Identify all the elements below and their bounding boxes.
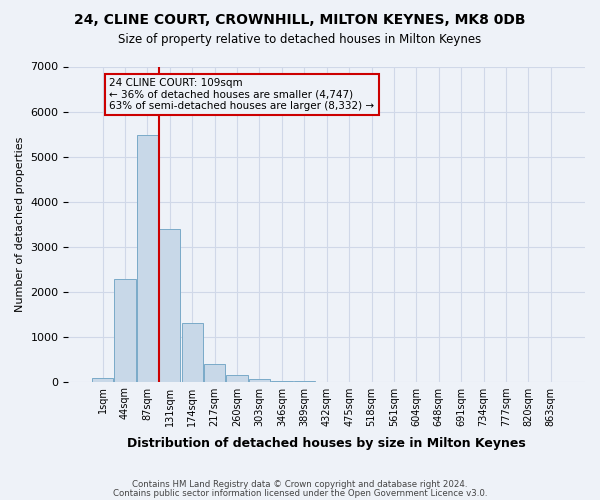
Text: Contains public sector information licensed under the Open Government Licence v3: Contains public sector information licen… <box>113 488 487 498</box>
Text: Size of property relative to detached houses in Milton Keynes: Size of property relative to detached ho… <box>118 32 482 46</box>
Bar <box>137 136 158 382</box>
Bar <box>204 364 225 382</box>
Bar <box>115 280 136 382</box>
Bar <box>159 228 181 382</box>
Text: 24, CLINE COURT, CROWNHILL, MILTON KEYNES, MK8 0DB: 24, CLINE COURT, CROWNHILL, MILTON KEYNE… <box>74 12 526 26</box>
Y-axis label: Number of detached properties: Number of detached properties <box>15 136 25 312</box>
Bar <box>182 324 203 382</box>
X-axis label: Distribution of detached houses by size in Milton Keynes: Distribution of detached houses by size … <box>127 437 526 450</box>
Bar <box>226 376 248 382</box>
Text: Contains HM Land Registry data © Crown copyright and database right 2024.: Contains HM Land Registry data © Crown c… <box>132 480 468 489</box>
Bar <box>249 379 270 382</box>
Text: 24 CLINE COURT: 109sqm
← 36% of detached houses are smaller (4,747)
63% of semi-: 24 CLINE COURT: 109sqm ← 36% of detached… <box>109 78 374 111</box>
Bar <box>92 378 113 382</box>
Bar <box>271 381 293 382</box>
